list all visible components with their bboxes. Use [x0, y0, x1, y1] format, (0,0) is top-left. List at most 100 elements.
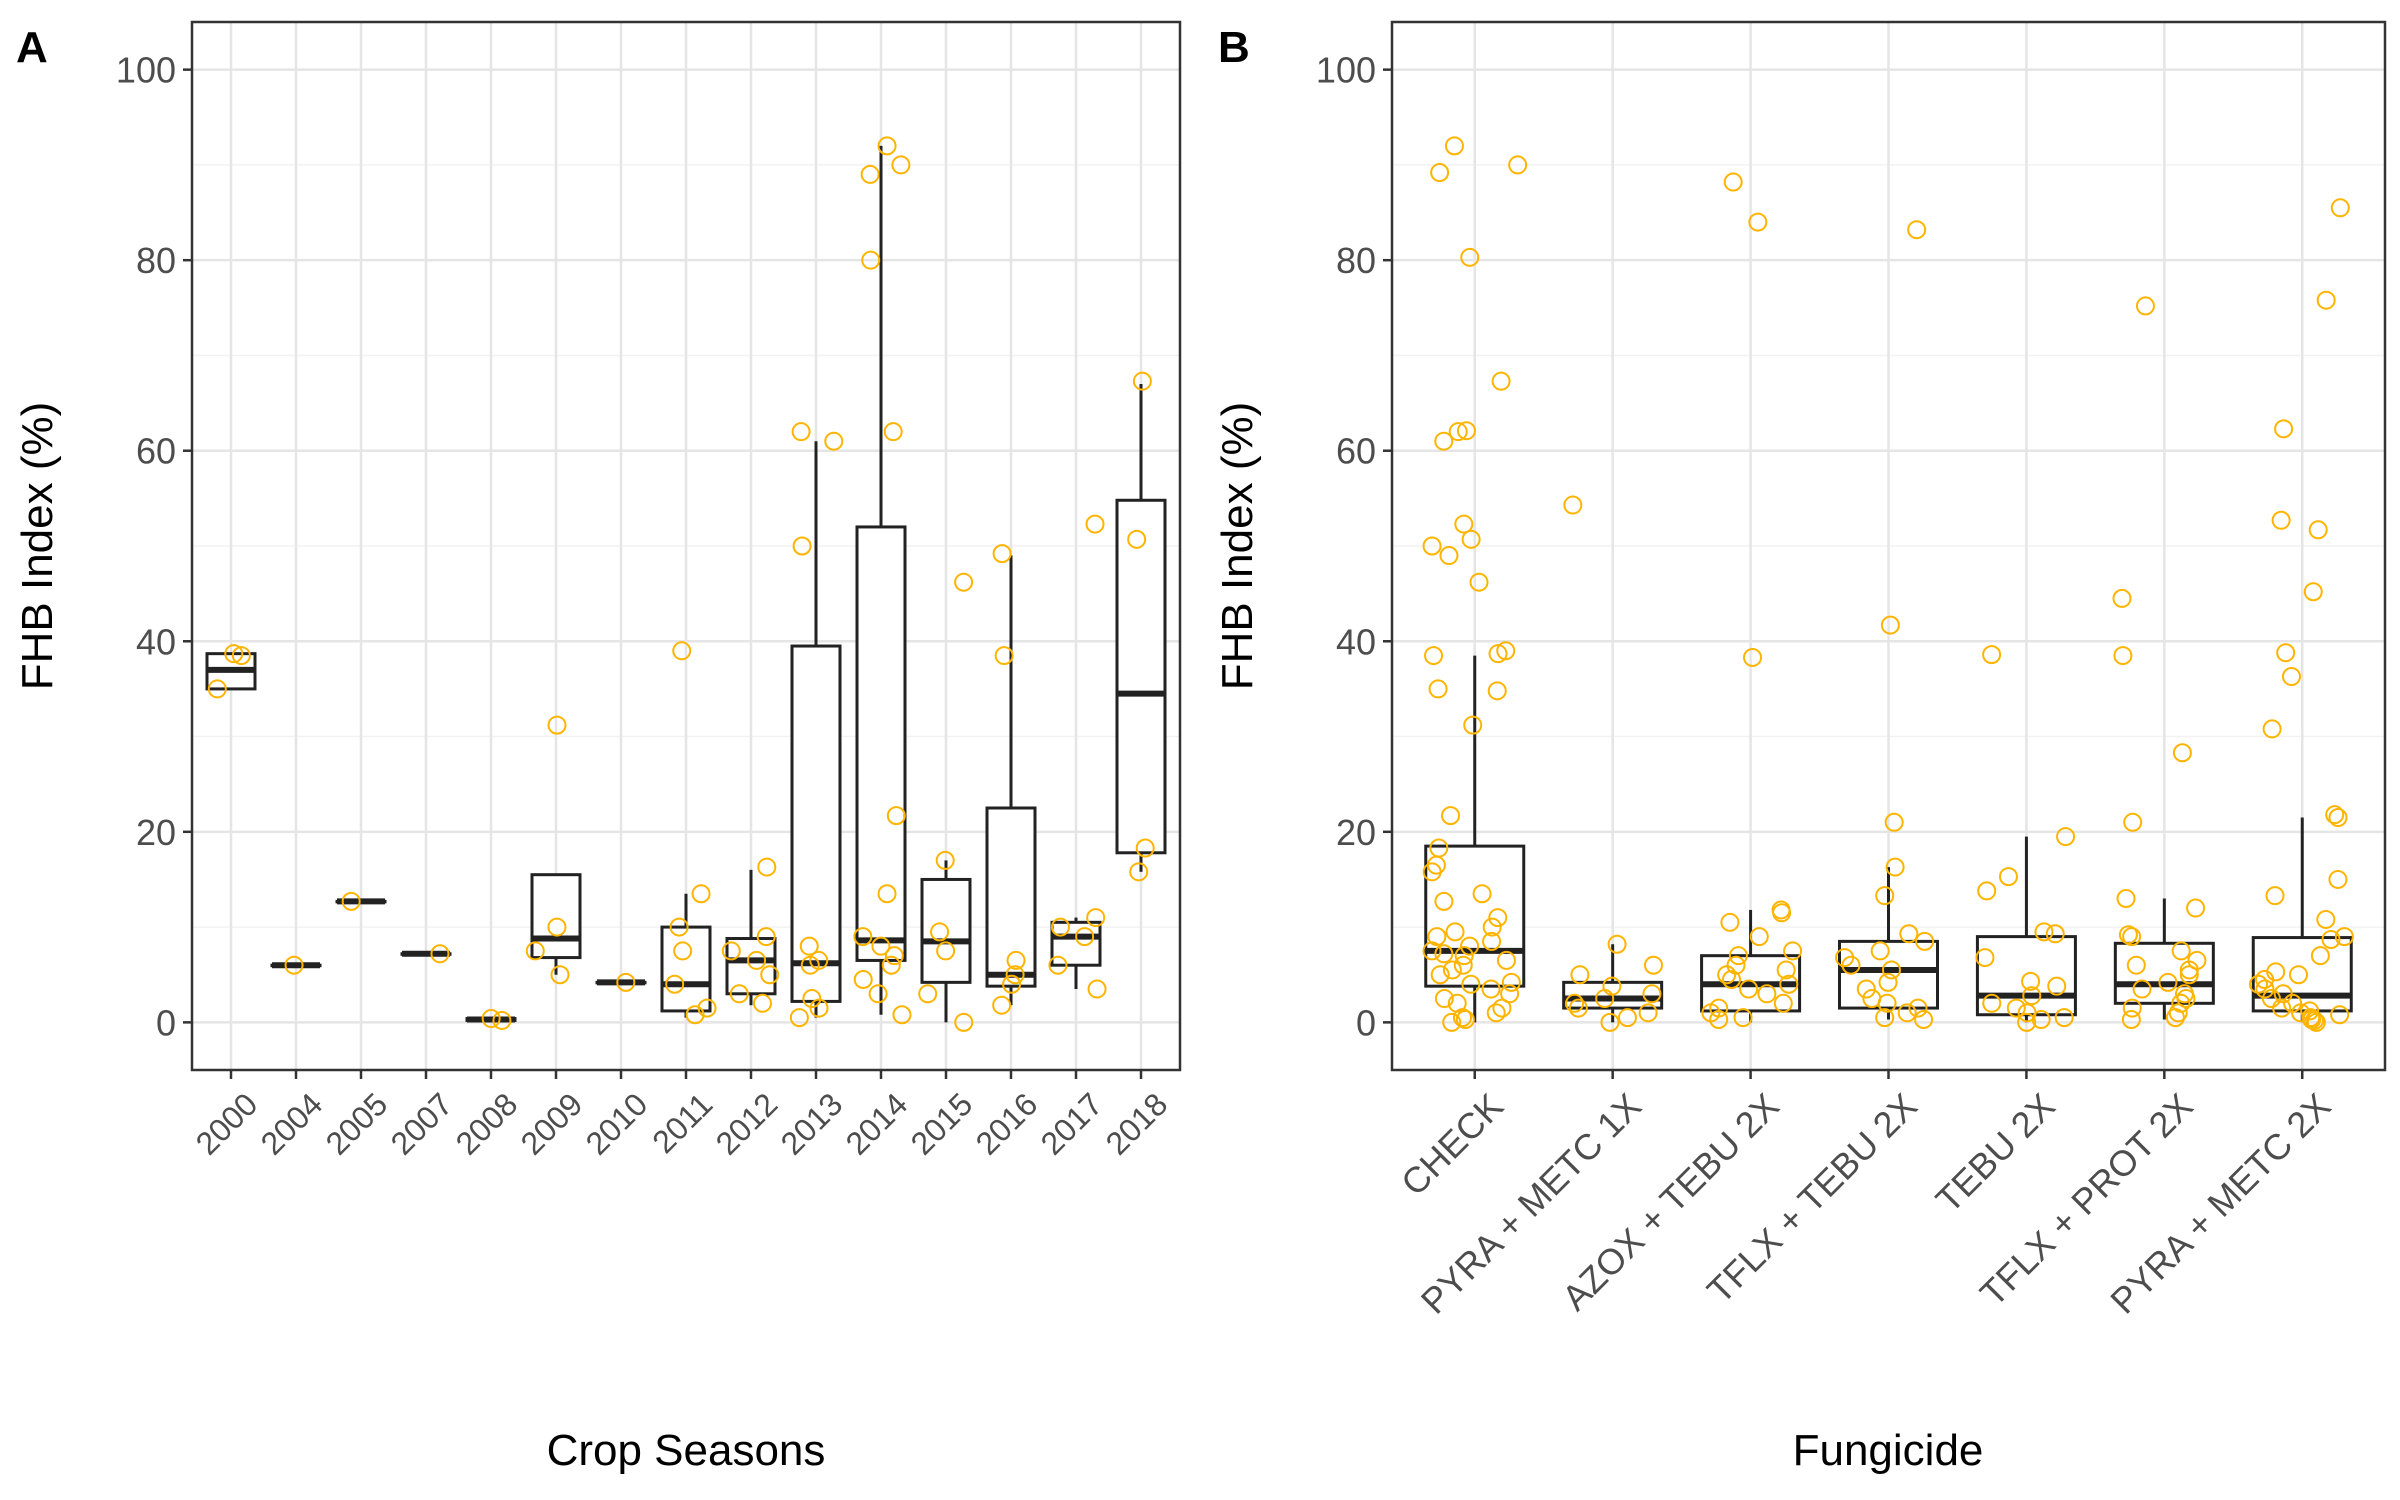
x-tick-label: 2013 — [774, 1086, 850, 1162]
data-point — [1453, 955, 1473, 975]
x-tick-label: 2008 — [449, 1086, 525, 1162]
data-point — [936, 941, 956, 961]
data-point — [669, 917, 689, 937]
data-point — [1977, 881, 1997, 901]
data-point — [1430, 965, 1450, 985]
x-axis-title: Crop Seasons — [547, 1426, 826, 1475]
x-tick-label: 2000 — [189, 1086, 265, 1162]
data-point — [792, 536, 812, 556]
data-point — [789, 1008, 809, 1028]
data-point — [2289, 965, 2309, 985]
data-point — [871, 936, 891, 956]
data-point — [1717, 965, 1737, 985]
data-point — [2255, 969, 2275, 989]
data-point — [1779, 974, 1799, 994]
data-point — [930, 922, 950, 942]
data-point — [877, 884, 897, 904]
data-point — [1975, 948, 1995, 968]
data-point — [1899, 924, 1919, 944]
data-point — [2316, 909, 2336, 929]
data-point — [2310, 946, 2330, 966]
data-point — [1748, 212, 1768, 232]
data-point — [1132, 371, 1152, 391]
data-point — [547, 715, 567, 735]
data-point — [1600, 1012, 1620, 1032]
data-point — [1877, 993, 1897, 1013]
data-point — [1006, 950, 1026, 970]
data-point — [860, 164, 880, 184]
box-2011 — [660, 925, 712, 1013]
data-point — [2122, 927, 2142, 947]
data-point — [685, 1005, 705, 1025]
data-point — [752, 993, 772, 1013]
data-point — [1914, 1010, 1934, 1030]
data-point — [2328, 808, 2348, 828]
data-point — [1897, 1003, 1917, 1023]
data-point — [1075, 927, 1095, 947]
data-point — [1463, 715, 1483, 735]
data-point — [1783, 941, 1803, 961]
data-point — [2045, 924, 2065, 944]
data-point — [1442, 960, 1462, 980]
data-point — [231, 646, 251, 666]
data-point — [791, 422, 811, 442]
y-tick-label: 40 — [1336, 621, 1376, 662]
x-tick-label: TEBU 2X — [1928, 1085, 2063, 1220]
data-point — [1444, 136, 1464, 156]
data-point — [2179, 965, 2199, 985]
x-tick-label: 2017 — [1034, 1086, 1110, 1162]
data-point — [800, 955, 820, 975]
data-point — [1772, 903, 1792, 923]
data-point — [1424, 646, 1444, 666]
x-tick-label: 2005 — [319, 1086, 395, 1162]
data-point — [1454, 946, 1474, 966]
data-point — [1880, 615, 1900, 635]
data-point — [1982, 645, 2002, 665]
data-point — [1885, 857, 1905, 877]
data-point — [2171, 941, 2191, 961]
data-point — [861, 250, 881, 270]
data-point — [1570, 965, 1590, 985]
data-point — [2274, 419, 2294, 439]
data-point — [994, 646, 1014, 666]
data-point — [2303, 582, 2323, 602]
data-point — [2121, 1010, 2141, 1030]
data-point — [2330, 1005, 2350, 1025]
data-point — [2176, 989, 2196, 1009]
data-point — [2021, 971, 2041, 991]
data-point — [2248, 974, 2268, 994]
data-point — [1492, 998, 1512, 1018]
y-tick-label: 100 — [1316, 50, 1376, 91]
data-point — [1878, 972, 1898, 992]
x-tick-label: 2004 — [254, 1086, 330, 1162]
data-point — [1050, 917, 1070, 937]
data-point — [2172, 743, 2192, 763]
y-tick-label: 20 — [1336, 812, 1376, 853]
data-point — [747, 950, 767, 970]
data-point — [1461, 529, 1481, 549]
data-point — [886, 806, 906, 826]
data-point — [1456, 421, 1476, 441]
box-check — [1424, 844, 1526, 988]
y-tick-label: 20 — [136, 812, 176, 853]
data-point — [2054, 1008, 2074, 1028]
x-tick-label: 2018 — [1099, 1086, 1175, 1162]
x-tick-label: 2010 — [579, 1086, 655, 1162]
y-tick-label: 80 — [1336, 240, 1376, 281]
data-point — [2118, 925, 2138, 945]
data-point — [853, 969, 873, 989]
data-point — [1508, 155, 1528, 175]
data-point — [760, 965, 780, 985]
data-point — [1908, 998, 1928, 1018]
y-tick-label: 0 — [1356, 1002, 1376, 1043]
data-point — [1568, 998, 1588, 1018]
box-2018 — [1115, 498, 1167, 855]
data-point — [1454, 514, 1474, 534]
data-point — [481, 1009, 501, 1029]
y-tick-label: 40 — [136, 621, 176, 662]
data-point — [672, 641, 692, 661]
data-point — [2271, 510, 2291, 530]
data-point — [547, 917, 567, 937]
